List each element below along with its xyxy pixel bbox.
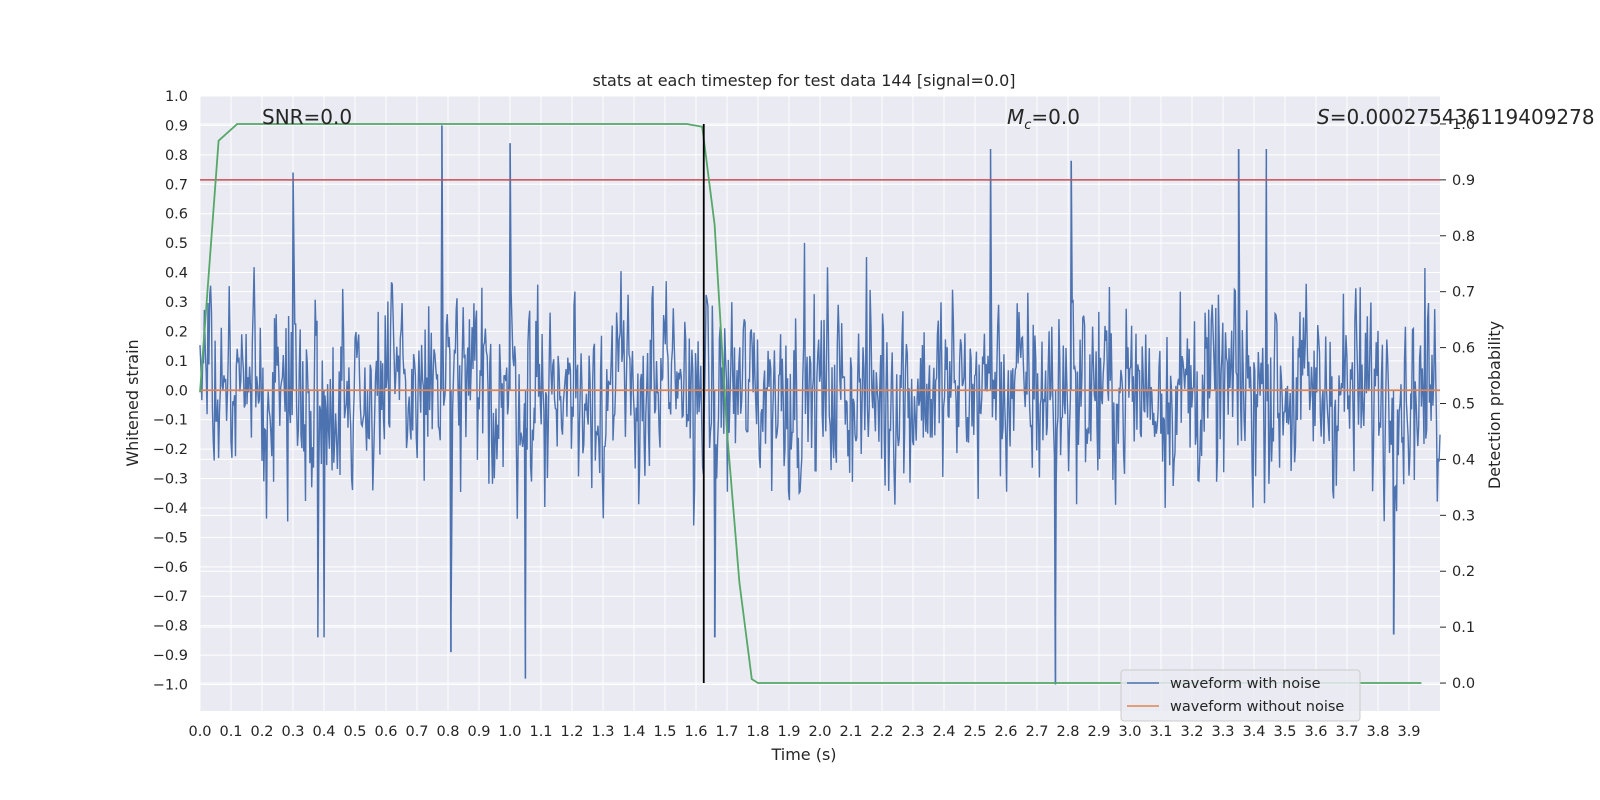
x-tick-label: 2.5 <box>963 724 986 740</box>
y-tick-label: −0.8 <box>153 619 188 635</box>
y-tick-label: −0.7 <box>153 589 188 605</box>
x-tick-label: 3.4 <box>1242 724 1265 740</box>
snr-annotation: SNR=0.0 <box>262 105 352 129</box>
x-tick-label: 3.6 <box>1304 724 1327 740</box>
y-tick-label: 0.7 <box>165 177 188 193</box>
x-tick-label: 3.1 <box>1149 724 1172 740</box>
x-tick-label: 2.0 <box>808 724 831 740</box>
y-axis-label: Whitened strain <box>123 339 142 466</box>
x-tick-label: 1.1 <box>529 724 552 740</box>
x-tick-label: 0.4 <box>312 724 335 740</box>
x-tick-label: 2.1 <box>839 724 862 740</box>
y-tick-label: 1.0 <box>165 89 188 105</box>
s-annotation: S=0.000275436119409278 <box>1317 105 1595 129</box>
y2-tick-label: 0.9 <box>1452 173 1475 189</box>
y-tick-label: 0.9 <box>165 118 188 134</box>
series-waveform-with-noise <box>199 125 1441 685</box>
y2-tick-label: 0.8 <box>1452 229 1475 245</box>
y-tick-label: 0.3 <box>165 295 188 311</box>
mc-annotation: Mc=0.0 <box>1007 105 1080 133</box>
y-tick-label: −1.0 <box>153 678 188 694</box>
y2-tick-label: 0.4 <box>1452 452 1475 468</box>
y2-tick-label: 0.0 <box>1452 676 1475 692</box>
chart-title: stats at each timestep for test data 144… <box>592 71 1015 90</box>
x-tick-label: 1.9 <box>777 724 800 740</box>
tick-labels: 0.0 0.1 0.2 0.3 0.4 0.5 0.6 0.7 0.8 0.9 1.0 1.1 1.2 1… <box>153 89 1475 740</box>
y-tick-label: 0.4 <box>165 266 188 282</box>
x-tick-label: 2.3 <box>901 724 924 740</box>
x-tick-label: 0.9 <box>467 724 490 740</box>
x-tick-label: 2.7 <box>1025 724 1048 740</box>
y-tick-label: −0.6 <box>153 560 188 576</box>
legend-box <box>1120 669 1361 722</box>
y-tick-label: −0.1 <box>153 413 188 429</box>
y2-tick-label: 0.6 <box>1452 341 1475 357</box>
y2-tick-label: 1.0 <box>1452 117 1475 133</box>
y2-tick-label: 0.3 <box>1452 508 1475 524</box>
x-tick-label: 0.5 <box>343 724 366 740</box>
legend: waveform with noise waveform without noi… <box>1120 669 1361 722</box>
data-layer <box>199 123 1441 685</box>
s-value: =0.000275436119409278 <box>1330 105 1595 129</box>
y-tick-label: −0.4 <box>153 501 188 517</box>
y2-axis-label: Detection probability <box>1485 321 1504 489</box>
y-tick-label: 0.2 <box>165 324 188 340</box>
x-tick-label: 0.2 <box>250 724 273 740</box>
y-tick-label: 0.6 <box>165 207 188 223</box>
x-tick-label: 0.0 <box>188 724 211 740</box>
x-tick-label: 0.3 <box>281 724 304 740</box>
x-tick-label: 1.6 <box>684 724 707 740</box>
x-tick-label: 2.6 <box>994 724 1017 740</box>
x-tick-label: 3.7 <box>1335 724 1358 740</box>
x-tick-label: 2.4 <box>932 724 955 740</box>
y2-tick-label: 0.5 <box>1452 397 1475 413</box>
y-tick-label: 0.1 <box>165 354 188 370</box>
x-tick-label: 1.2 <box>560 724 583 740</box>
x-tick-label: 3.3 <box>1211 724 1234 740</box>
y2-tick-label: 0.7 <box>1452 285 1475 301</box>
x-tick-label: 1.5 <box>653 724 676 740</box>
y-tick-label: −0.3 <box>153 472 188 488</box>
x-tick-label: 1.0 <box>498 724 521 740</box>
x-tick-label: 2.8 <box>1056 724 1079 740</box>
s-symbol: S <box>1317 105 1330 129</box>
x-tick-label: 2.2 <box>870 724 893 740</box>
legend-label-noise: waveform with noise <box>1170 676 1321 692</box>
x-tick-label: 1.8 <box>746 724 769 740</box>
mc-symbol: M <box>1007 105 1024 129</box>
x-tick-label: 0.7 <box>405 724 428 740</box>
x-tick-label: 0.6 <box>374 724 397 740</box>
y-tick-label: 0.5 <box>165 236 188 252</box>
series-detection-probability <box>199 123 1422 684</box>
legend-label-clean: waveform without noise <box>1170 699 1344 715</box>
x-tick-label: 1.4 <box>622 724 645 740</box>
x-tick-label: 0.8 <box>436 724 459 740</box>
x-tick-label: 1.7 <box>715 724 738 740</box>
x-tick-label: 0.1 <box>219 724 242 740</box>
mc-subscript: c <box>1024 118 1031 133</box>
x-tick-label: 3.2 <box>1180 724 1203 740</box>
y2-tick-label: 0.2 <box>1452 564 1475 580</box>
x-axis-label: Time (s) <box>770 745 836 764</box>
x-tick-label: 3.8 <box>1366 724 1389 740</box>
x-tick-label: 3.0 <box>1118 724 1141 740</box>
x-tick-label: 3.9 <box>1397 724 1420 740</box>
y-tick-label: −0.2 <box>153 442 188 458</box>
x-tick-label: 1.3 <box>591 724 614 740</box>
x-tick-label: 2.9 <box>1087 724 1110 740</box>
y-tick-label: 0.0 <box>165 383 188 399</box>
y-tick-label: −0.5 <box>153 530 188 546</box>
y-tick-label: −0.9 <box>153 648 188 664</box>
y-tick-label: 0.8 <box>165 148 188 164</box>
mc-value: =0.0 <box>1031 105 1080 129</box>
x-tick-label: 3.5 <box>1273 724 1296 740</box>
y2-tick-label: 0.1 <box>1452 620 1475 636</box>
